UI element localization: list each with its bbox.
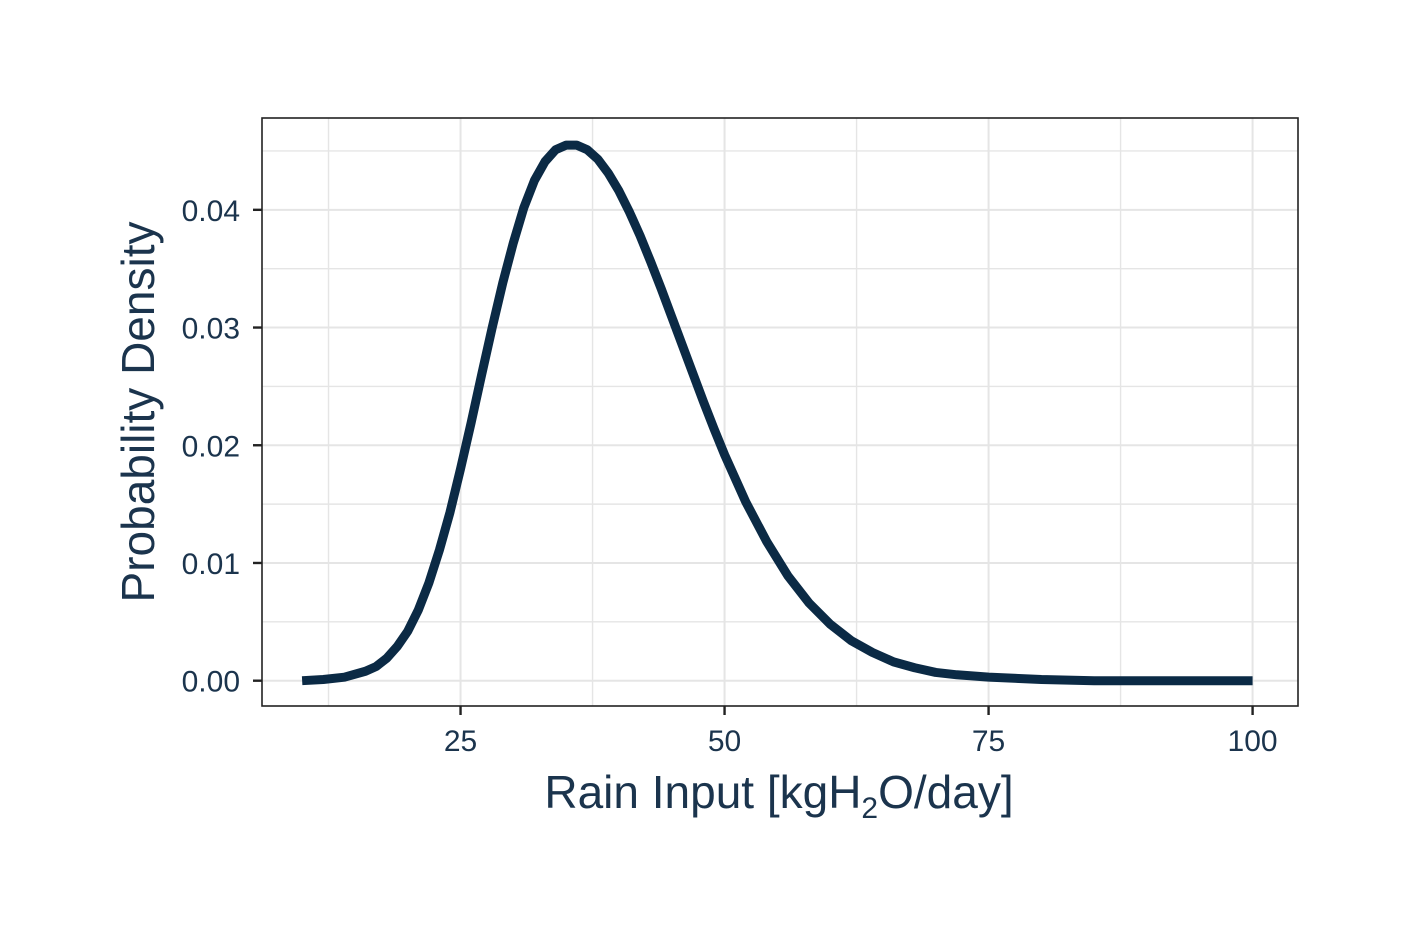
x-axis-title-prefix: Rain Input [kgH xyxy=(544,766,861,818)
x-axis-title: Rain Input [kgH2O/day] xyxy=(544,766,1013,825)
y-tick-label: 0.04 xyxy=(182,195,240,228)
y-tick-label: 0.03 xyxy=(182,313,240,346)
axis-layer: 25 50 75 100 0.00 0.01 0.02 0.03 0.04 xyxy=(182,195,1278,758)
x-tick-label: 25 xyxy=(444,725,477,758)
x-tick-label: 75 xyxy=(972,725,1005,758)
x-tick-label: 100 xyxy=(1228,725,1278,758)
y-tick-label: 0.02 xyxy=(182,430,240,463)
x-tick-label: 50 xyxy=(708,725,741,758)
density-curve xyxy=(301,140,1253,686)
x-axis-title-suffix: O/day] xyxy=(878,766,1014,818)
y-tick-label: 0.01 xyxy=(182,548,240,581)
x-axis-title-subscript: 2 xyxy=(861,792,878,825)
y-axis-title: Probability Density xyxy=(112,222,164,603)
series-layer xyxy=(301,140,1253,686)
panel-border xyxy=(261,117,1299,707)
y-tick-label: 0.00 xyxy=(182,666,240,699)
